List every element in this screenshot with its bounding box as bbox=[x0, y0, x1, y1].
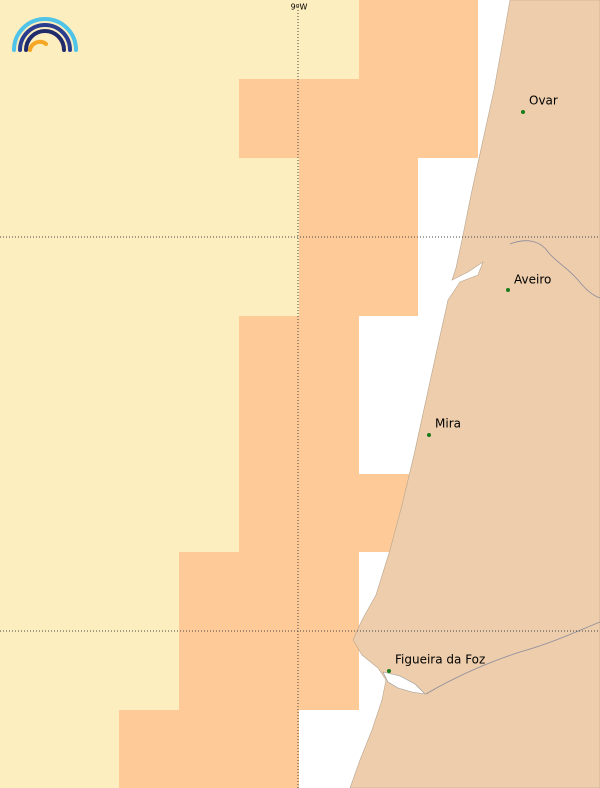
land bbox=[349, 0, 600, 788]
place-label: Aveiro bbox=[514, 273, 551, 287]
place-label: Mira bbox=[435, 417, 461, 431]
graticule-label: 9ºW bbox=[291, 3, 308, 12]
place-label: Figueira da Foz bbox=[395, 653, 485, 667]
estuary bbox=[382, 671, 426, 695]
place-label: Ovar bbox=[529, 94, 558, 108]
place-markers bbox=[387, 110, 525, 673]
logo bbox=[12, 17, 78, 52]
